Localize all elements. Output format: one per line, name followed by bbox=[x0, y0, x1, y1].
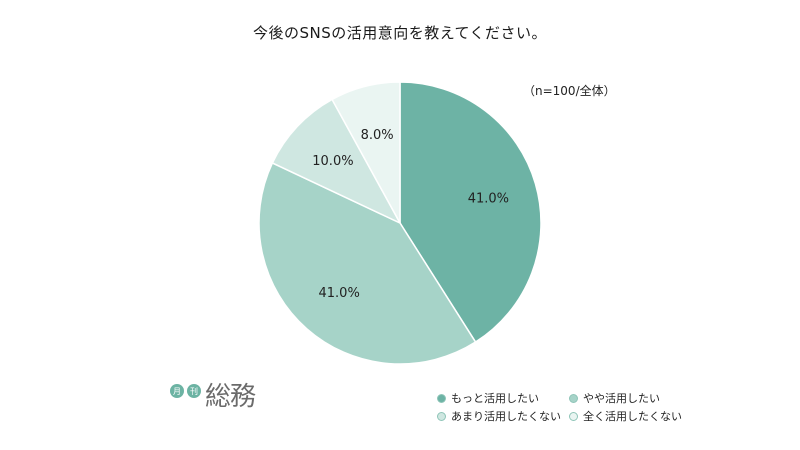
legend-item-1: もっと活用したい bbox=[437, 390, 569, 406]
legend-label-3: あまり活用したくない bbox=[451, 410, 561, 423]
pie-label-1: 41.0% bbox=[468, 191, 509, 206]
legend-item-3: あまり活用したくない bbox=[437, 408, 569, 424]
pie-label-4: 8.0% bbox=[361, 128, 394, 143]
legend-label-4: 全く活用したくない bbox=[583, 410, 682, 423]
legend-swatch-3 bbox=[437, 411, 446, 421]
legend-label-1: もっと活用したい bbox=[451, 392, 539, 405]
legend-item-4: 全く活用したくない bbox=[569, 408, 689, 424]
legend-swatch-4 bbox=[569, 411, 578, 421]
logo-badge-1: 月 bbox=[170, 384, 184, 398]
sample-note: （n=100/全体） bbox=[523, 84, 616, 98]
logo-badge-2: 刊 bbox=[187, 384, 201, 398]
pie-slice-3 bbox=[271, 98, 402, 225]
pie-slice-4 bbox=[331, 81, 401, 224]
pie-slice-2 bbox=[258, 161, 477, 365]
pie-slice-1 bbox=[399, 81, 542, 344]
pie-label-2: 41.0% bbox=[319, 286, 360, 301]
legend-label-2: やや活用したい bbox=[583, 392, 660, 405]
legend-swatch-2 bbox=[569, 393, 578, 403]
legend-item-2: やや活用したい bbox=[569, 390, 689, 406]
pie-label-3: 10.0% bbox=[312, 154, 353, 169]
chart-legend: もっと活用したい やや活用したい あまり活用したくない 全く活用したくない bbox=[437, 390, 689, 424]
logo-mark: 総務 bbox=[205, 382, 256, 412]
logo: 月 刊 総務 bbox=[170, 382, 256, 412]
legend-swatch-1 bbox=[437, 393, 446, 403]
chart-title: 今後のSNSの活用意向を教えてください。 bbox=[252, 24, 548, 42]
